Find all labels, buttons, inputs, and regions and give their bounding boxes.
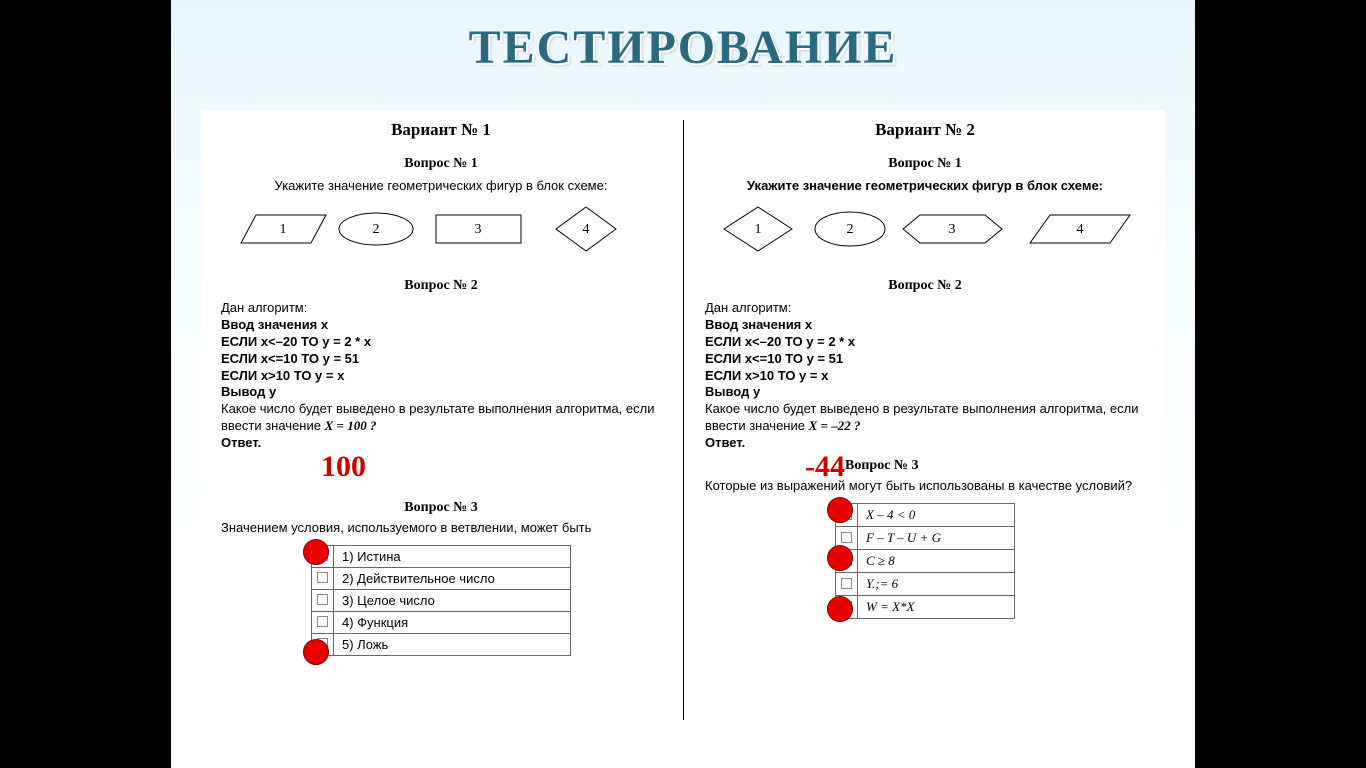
variant-1: Вариант № 1 Вопрос № 1 Укажите значение … bbox=[201, 110, 681, 750]
v1-q3-title: Вопрос № 3 bbox=[201, 500, 681, 516]
v1-q3-prompt: Значением условия, используемого в ветвл… bbox=[201, 520, 681, 535]
table-row: C ≥ 8 bbox=[836, 550, 1015, 573]
content-panel: Вариант № 1 Вопрос № 1 Укажите значение … bbox=[201, 110, 1165, 750]
checkbox-icon[interactable] bbox=[841, 532, 852, 543]
v2-q3-title: Вопрос № 3 bbox=[845, 458, 1165, 474]
shape-label: 1 bbox=[280, 222, 287, 237]
answer-dot-icon bbox=[827, 596, 853, 622]
answer-dot-icon bbox=[827, 497, 853, 523]
variant1-title: Вариант № 1 bbox=[201, 120, 681, 140]
column-divider bbox=[683, 120, 684, 720]
svg-text:1: 1 bbox=[755, 222, 762, 237]
table-row: X – 4 < 0 bbox=[836, 504, 1015, 527]
table-row: 4) Функция bbox=[312, 612, 571, 634]
v1-q2-title: Вопрос № 2 bbox=[201, 278, 681, 294]
checkbox-icon[interactable] bbox=[317, 572, 328, 583]
v1-q1-title: Вопрос № 1 bbox=[201, 156, 681, 172]
slide-stage: ТЕСТИРОВАНИЕ Вариант № 1 Вопрос № 1 Укаж… bbox=[171, 0, 1195, 768]
v1-answer: 100 bbox=[321, 450, 681, 484]
v1-q1-prompt: Укажите значение геометрических фигур в … bbox=[201, 178, 681, 193]
svg-text:3: 3 bbox=[475, 222, 482, 237]
table-row: F – T – U + G bbox=[836, 527, 1015, 550]
checkbox-icon[interactable] bbox=[317, 594, 328, 605]
svg-text:2: 2 bbox=[373, 222, 380, 237]
variant-2: Вариант № 2 Вопрос № 1 Укажите значение … bbox=[685, 110, 1165, 750]
checkbox-icon[interactable] bbox=[317, 616, 328, 627]
v2-q2-algo: Дан алгоритм: Ввод значения x ЕСЛИ x<–20… bbox=[685, 300, 1165, 452]
table-row: W = X*X bbox=[836, 596, 1015, 619]
answer-dot-icon bbox=[303, 539, 329, 565]
svg-text:2: 2 bbox=[847, 222, 854, 237]
checkbox-icon[interactable] bbox=[841, 578, 852, 589]
variant2-title: Вариант № 2 bbox=[685, 120, 1165, 140]
answer-dot-icon bbox=[303, 639, 329, 665]
answer-dot-icon bbox=[827, 545, 853, 571]
v1-q1-shapes: 1 2 3 4 bbox=[201, 201, 681, 262]
table-row: 5) Ложь bbox=[312, 634, 571, 656]
svg-text:3: 3 bbox=[949, 222, 956, 237]
svg-text:4: 4 bbox=[1077, 222, 1084, 237]
svg-text:4: 4 bbox=[583, 222, 590, 237]
v2-q1-shapes: 1 2 3 4 bbox=[685, 201, 1165, 262]
v2-q1-prompt: Укажите значение геометрических фигур в … bbox=[685, 178, 1165, 193]
v2-q1-title: Вопрос № 1 bbox=[685, 156, 1165, 172]
page-title: ТЕСТИРОВАНИЕ bbox=[171, 0, 1195, 85]
v1-q3-options: 1) Истина 2) Действительное число 3) Цел… bbox=[311, 545, 571, 656]
table-row: 3) Целое число bbox=[312, 590, 571, 612]
table-row: 2) Действительное число bbox=[312, 568, 571, 590]
table-row: Y.;= 6 bbox=[836, 573, 1015, 596]
v1-q2-algo: Дан алгоритм: Ввод значения x ЕСЛИ x<–20… bbox=[201, 300, 681, 452]
v2-q3-options: X – 4 < 0 F – T – U + G C ≥ 8 Y.;= 6 W =… bbox=[835, 503, 1015, 619]
table-row: 1) Истина bbox=[312, 546, 571, 568]
v2-q2-title: Вопрос № 2 bbox=[685, 278, 1165, 294]
v2-q3-prompt: Которые из выражений могут быть использо… bbox=[685, 478, 1165, 493]
